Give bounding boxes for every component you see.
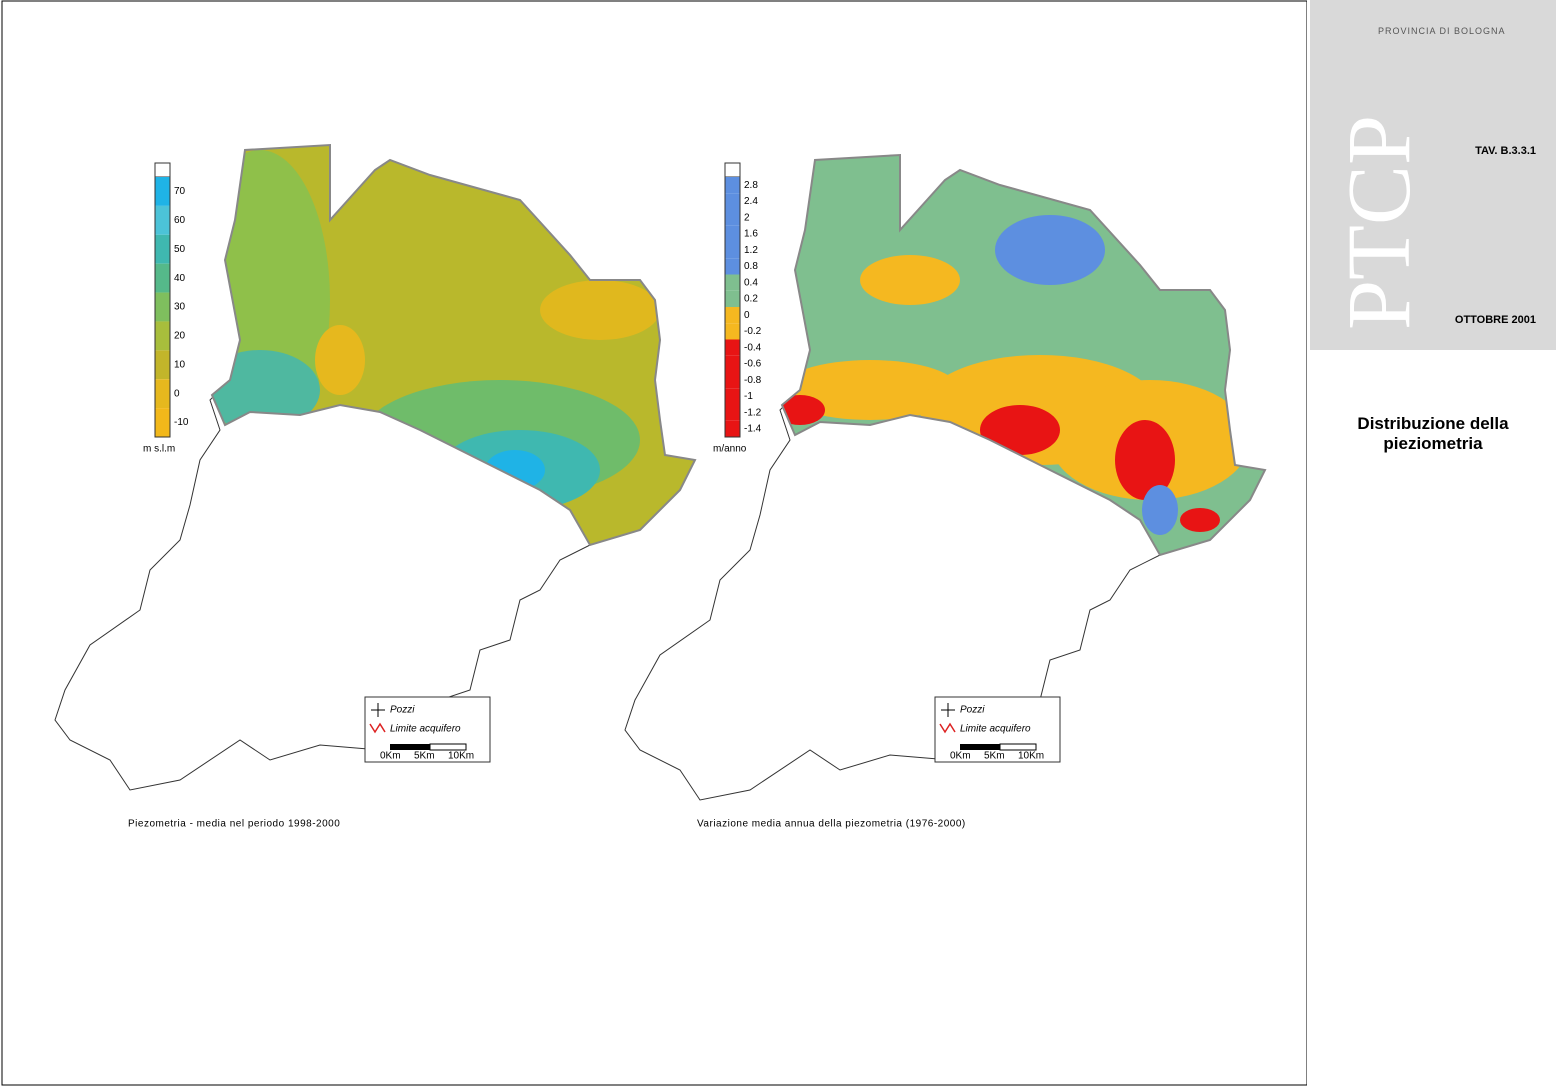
logo: PTCP: [1330, 114, 1429, 330]
colorbar-label: 2: [744, 212, 750, 223]
colorbar-segment: [155, 234, 170, 264]
colorbar-label: 0: [744, 310, 750, 321]
scale-bar-black: [960, 744, 1000, 750]
legend-wells: Pozzi: [390, 705, 415, 716]
legend-boundary: Limite acquifero: [390, 724, 461, 735]
colorbar-segment: [725, 193, 740, 210]
colorbar-label: 30: [174, 302, 186, 313]
colorbar-label: -1: [744, 391, 753, 402]
colorbar-label: -0.6: [744, 359, 762, 370]
map-caption: Piezometria - media nel periodo 1998-200…: [128, 819, 340, 830]
colorbar-segment: [725, 225, 740, 242]
colorbar-label: 0.2: [744, 294, 758, 305]
colorbar-segment: [725, 420, 740, 437]
colorbar-segment: [725, 355, 740, 372]
map-left: [54, 144, 696, 791]
map-annotations: 70 60 50 40 30 20 10 0 -10 m s.l.m Pozzi Limite acq…: [128, 162, 491, 830]
scale-bar-white: [999, 743, 1037, 751]
map-right: [624, 154, 1266, 801]
colorbar-label: 0.8: [744, 261, 758, 272]
colorbar-label: -1.4: [744, 424, 762, 435]
boundary-symbol: [939, 722, 956, 734]
colorbar-label: -1.2: [744, 407, 762, 418]
colorbar-label: -0.8: [744, 375, 762, 386]
colorbar-segment: [155, 350, 170, 380]
colorbar-label: 20: [174, 331, 186, 342]
well-symbol: [941, 703, 955, 717]
colorbar-segment: [725, 388, 740, 405]
legend-wells: Pozzi: [960, 705, 985, 716]
scale-label: 10Km: [1018, 751, 1044, 762]
colorbar-label: 50: [174, 244, 186, 255]
scale-label: 0Km: [950, 751, 971, 762]
colorbar-label: 70: [174, 186, 186, 197]
map-caption: Variazione media annua della piezometria…: [697, 819, 966, 830]
colorbar-frame: [154, 162, 171, 438]
scale-label: 5Km: [414, 751, 435, 762]
legend-boundary: Limite acquifero: [960, 724, 1031, 735]
colorbar-label: -10: [174, 417, 189, 428]
colorbar-unit: m/anno: [713, 444, 747, 455]
colorbar-segment: [155, 321, 170, 351]
well-symbol: [371, 703, 385, 717]
colorbar-cap: [724, 162, 741, 178]
frame: [1, 0, 1307, 1086]
legend-box: [364, 696, 491, 763]
scale-label: 0Km: [380, 751, 401, 762]
colorbar-segment: [155, 263, 170, 293]
colorbar-label: 2.8: [744, 180, 758, 191]
colorbar-label: 40: [174, 273, 186, 284]
scale-bar-black: [390, 744, 430, 750]
colorbar-unit: m s.l.m: [143, 444, 175, 455]
colorbar-segment: [725, 242, 740, 259]
colorbar-label: 1.2: [744, 245, 758, 256]
colorbar-label: -0.4: [744, 342, 762, 353]
institution: PROVINCIA DI BOLOGNA: [1378, 26, 1506, 36]
scale-bar-white: [429, 743, 467, 751]
sheet: TAV. B.3.3.1: [1475, 145, 1536, 157]
scale-label: 10Km: [448, 751, 474, 762]
colorbar-segment: [155, 379, 170, 409]
sheet-title: Distribuzione della pieziometria: [1357, 414, 1509, 453]
colorbar-segment: [725, 209, 740, 226]
colorbar-segment: [725, 339, 740, 356]
colorbar-segment: [155, 205, 170, 235]
colorbar-segment: [155, 408, 170, 437]
colorbar-label: -0.2: [744, 326, 762, 337]
colorbar-label: 60: [174, 215, 186, 226]
side-panel: PROVINCIA DI BOLOGNA PTCP TAV. B.3.3.1 O…: [1308, 0, 1556, 1086]
colorbar-segment: [155, 177, 170, 206]
colorbar-label: 0.4: [744, 277, 758, 288]
boundary-symbol: [369, 722, 386, 734]
date: OTTOBRE 2001: [1454, 314, 1536, 326]
legend-box: [934, 696, 1061, 763]
colorbar-label: 2.4: [744, 196, 758, 207]
colorbar-label: 0: [174, 388, 180, 399]
colorbar-segment: [725, 290, 740, 307]
colorbar-label: 1.6: [744, 229, 758, 240]
header-box: [1310, 0, 1556, 350]
colorbar-segment: [725, 258, 740, 275]
colorbar-segment: [725, 274, 740, 291]
colorbar-segment: [725, 177, 740, 194]
colorbar-segment: [155, 292, 170, 322]
colorbar-segment: [725, 372, 740, 389]
scale-label: 5Km: [984, 751, 1005, 762]
colorbar-cap: [154, 162, 171, 178]
colorbar-segment: [725, 404, 740, 421]
colorbar-frame: [724, 162, 741, 438]
colorbar-segment: [725, 323, 740, 340]
colorbar-segment: [725, 307, 740, 324]
map-annotations: 2.8 2.4 2 1.6 1.2 0.8 0.4 0.2 0 -0.2 -0.4 -0.6 -0.8 -…: [697, 162, 1061, 830]
colorbar-label: 10: [174, 359, 186, 370]
